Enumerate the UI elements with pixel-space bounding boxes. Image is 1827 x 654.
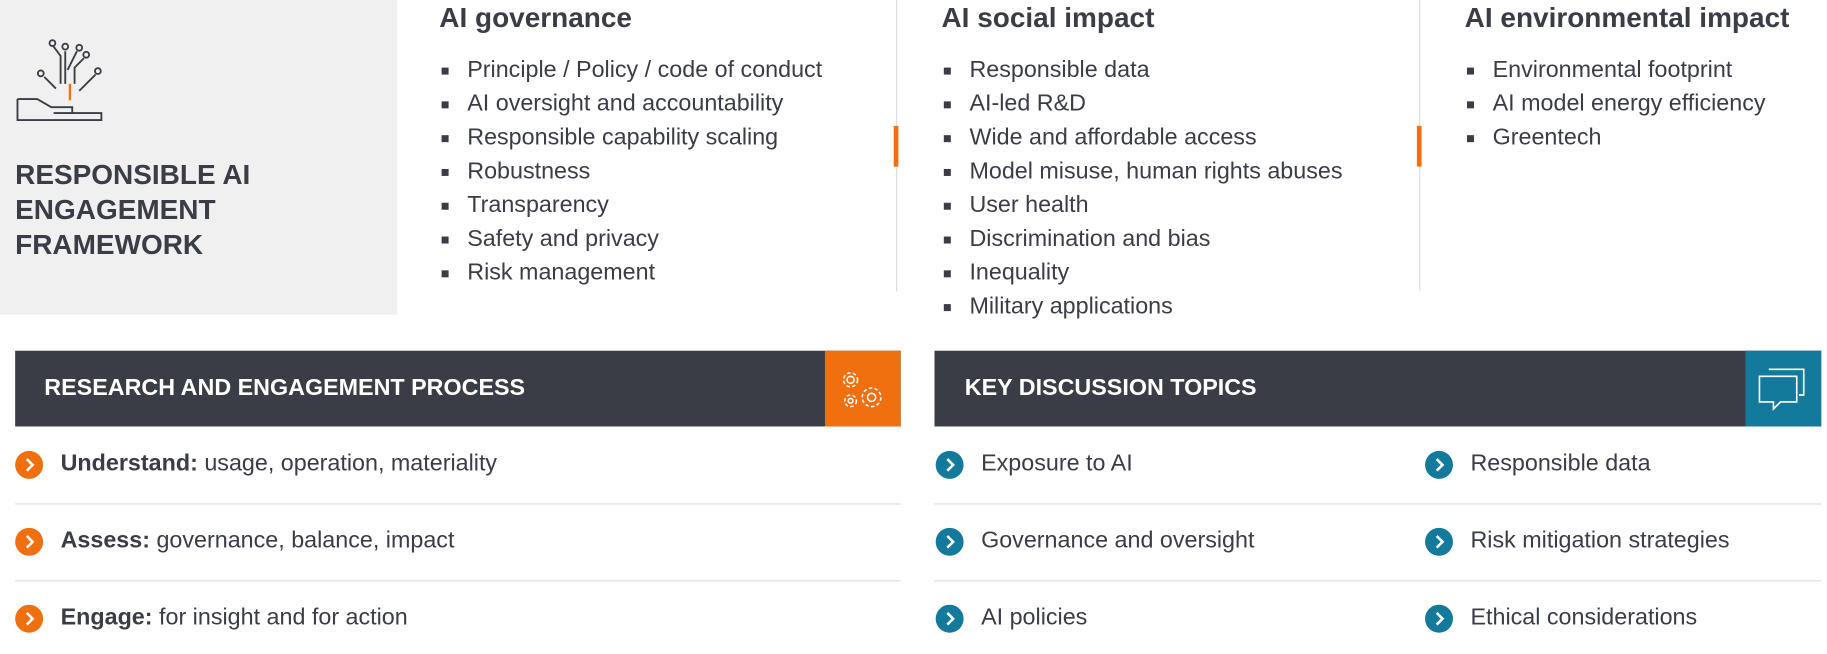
list-item: User health xyxy=(969,192,1089,218)
chevron-icon xyxy=(935,604,964,633)
topics-header xyxy=(934,350,1822,427)
list-item: Environmental footprint xyxy=(1492,57,1733,83)
bullet xyxy=(441,236,449,244)
topic-item: Responsible data xyxy=(1470,450,1651,477)
chevron-icon xyxy=(935,450,964,479)
bullet xyxy=(943,202,951,210)
gears-icon xyxy=(842,372,882,408)
list-item: Wide and affordable access xyxy=(969,124,1257,151)
list-item: Robustness xyxy=(467,158,591,185)
gears-icon-box xyxy=(824,350,901,427)
chevron-icon xyxy=(1425,450,1454,479)
list-item: Responsible data xyxy=(969,57,1150,83)
chevron-icon xyxy=(935,527,964,556)
list-item: AI oversight and accountability xyxy=(467,90,784,117)
topic-item: Exposure to AI xyxy=(981,450,1133,477)
topic-item: Ethical considerations xyxy=(1470,604,1698,631)
bullet xyxy=(943,168,951,176)
list-item: AI model energy efficiency xyxy=(1492,90,1766,117)
bullet xyxy=(1466,67,1474,75)
column-title: AI environmental impact xyxy=(1464,2,1790,34)
step-label: Assess: xyxy=(60,527,150,554)
list-item: Military applications xyxy=(969,293,1173,320)
bullet xyxy=(441,135,449,143)
chevron-icon xyxy=(15,604,44,633)
bullet xyxy=(441,270,449,278)
step-text: governance, balance, impact xyxy=(156,527,455,554)
list-item: Principle / Policy / code of conduct xyxy=(467,57,823,83)
column-title: AI social impact xyxy=(941,2,1155,34)
topics-title: KEY DISCUSSION TOPICS xyxy=(964,375,1257,401)
bullet xyxy=(943,135,951,143)
process-step: Assess: governance, balance, impact xyxy=(61,528,455,555)
step-label: Understand: xyxy=(60,450,198,477)
column-title: AI governance xyxy=(439,2,632,34)
topic-item: Governance and oversight xyxy=(981,527,1255,554)
list-item: Discrimination and bias xyxy=(969,226,1211,252)
list-item: Transparency xyxy=(467,192,609,218)
bullet xyxy=(943,270,951,278)
row-separator xyxy=(15,503,901,505)
list-item: Safety and privacy xyxy=(467,226,659,252)
bullet xyxy=(943,67,951,75)
process-title: RESEARCH AND ENGAGEMENT PROCESS xyxy=(44,375,526,401)
bullet xyxy=(943,101,951,109)
bullet xyxy=(1466,101,1474,109)
topic-item: AI policies xyxy=(981,604,1088,631)
process-header xyxy=(15,350,901,427)
framework-panel xyxy=(0,0,398,315)
divider-accent xyxy=(1416,125,1422,167)
chevron-icon xyxy=(15,450,44,479)
bullet xyxy=(441,168,449,176)
chevron-icon xyxy=(15,527,44,556)
row-separator xyxy=(934,580,1822,582)
bullet xyxy=(943,304,951,312)
chevron-icon xyxy=(1425,604,1454,633)
bullet xyxy=(441,67,449,75)
chat-icon xyxy=(1758,368,1805,411)
list-item: Responsible capability scaling xyxy=(467,124,779,151)
list-item: Inequality xyxy=(969,259,1070,286)
process-step: Engage: for insight and for action xyxy=(61,605,408,632)
step-text: usage, operation, materiality xyxy=(204,450,498,477)
bullet xyxy=(441,101,449,109)
topic-item: Risk mitigation strategies xyxy=(1470,527,1730,554)
bullet xyxy=(441,202,449,210)
hand-circuit-icon xyxy=(16,39,103,121)
step-label: Engage: xyxy=(60,604,153,631)
bullet xyxy=(1466,135,1474,143)
row-separator xyxy=(934,503,1822,505)
list-item: Model misuse, human rights abuses xyxy=(969,158,1343,185)
list-item: AI-led R&D xyxy=(969,90,1087,117)
step-text: for insight and for action xyxy=(159,604,408,631)
chevron-icon xyxy=(1425,527,1454,556)
process-step: Understand: usage, operation, materialit… xyxy=(61,451,497,478)
row-separator xyxy=(15,580,901,582)
list-item: Risk management xyxy=(467,259,656,286)
chat-icon-box xyxy=(1745,350,1822,427)
list-item: Greentech xyxy=(1492,124,1602,151)
bullet xyxy=(943,236,951,244)
divider-accent xyxy=(893,125,899,167)
framework-title: RESPONSIBLE AI ENGAGEMENT FRAMEWORK xyxy=(15,159,251,262)
